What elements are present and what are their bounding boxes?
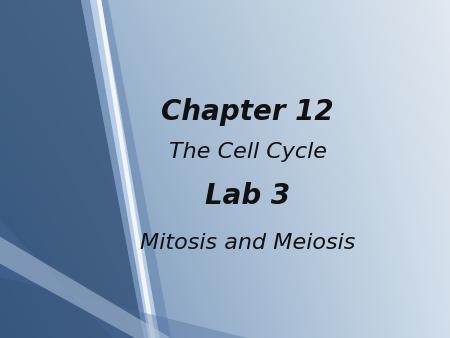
Polygon shape xyxy=(81,0,171,338)
Text: Chapter 12: Chapter 12 xyxy=(161,98,334,125)
Polygon shape xyxy=(0,220,248,338)
Text: Mitosis and Meiosis: Mitosis and Meiosis xyxy=(140,233,355,254)
Text: Lab 3: Lab 3 xyxy=(205,182,290,210)
Polygon shape xyxy=(0,237,171,338)
Polygon shape xyxy=(97,0,155,338)
Polygon shape xyxy=(90,0,160,338)
Text: The Cell Cycle: The Cell Cycle xyxy=(168,142,327,162)
Polygon shape xyxy=(0,0,144,338)
